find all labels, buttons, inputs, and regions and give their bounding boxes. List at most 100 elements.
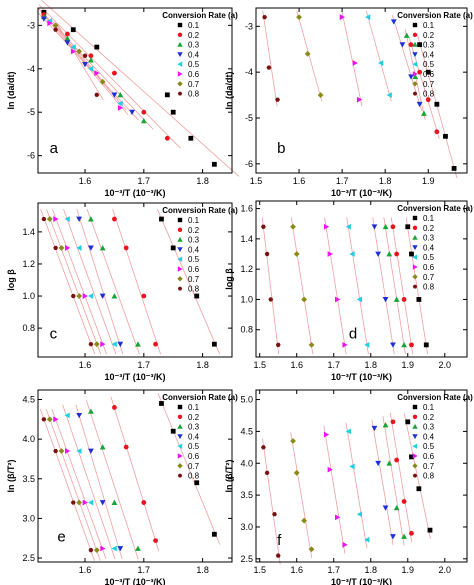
legend-label: 0.5 bbox=[188, 255, 200, 264]
fit-line-0.8 bbox=[262, 438, 281, 565]
legend-marker-0.8 bbox=[177, 91, 183, 96]
data-point-e-0.3 bbox=[135, 545, 141, 551]
data-point-d-0.4 bbox=[390, 342, 396, 348]
data-point-d-0.6 bbox=[327, 251, 333, 257]
legend-marker-0.7 bbox=[412, 463, 418, 469]
plot-frame bbox=[37, 7, 233, 174]
y-tick-label: -6 bbox=[245, 159, 253, 169]
fit-line-0.7 bbox=[290, 217, 314, 355]
legend-marker-0.4 bbox=[177, 52, 183, 58]
data-point-b-0.2 bbox=[417, 69, 423, 75]
data-point-c-0.3 bbox=[88, 216, 94, 222]
x-tick-label: 1.8 bbox=[364, 360, 377, 370]
y-tick-label: -5 bbox=[245, 113, 253, 123]
data-point-b-0.3 bbox=[412, 73, 419, 80]
data-point-a-0.6 bbox=[94, 70, 100, 77]
x-tick-label: 1.6 bbox=[293, 176, 306, 186]
fit-line-0.7 bbox=[296, 10, 323, 102]
y-tick-label: 1.0 bbox=[22, 291, 35, 301]
x-axis-label: 10⁻³/T (10⁻³/K) bbox=[104, 372, 165, 382]
data-point-f-0.3 bbox=[393, 504, 400, 511]
fit-line-0.4 bbox=[76, 208, 124, 355]
data-point-f-0.1 bbox=[427, 527, 433, 533]
y-tick-label: 1.2 bbox=[240, 264, 253, 274]
legend-label: 0.1 bbox=[423, 403, 435, 412]
legend-marker-0.6 bbox=[412, 264, 418, 270]
data-point-f-0.1 bbox=[409, 454, 414, 460]
legend-marker-0.3 bbox=[412, 41, 418, 47]
y-tick-label: 1.4 bbox=[22, 227, 35, 237]
fit-line-0.1 bbox=[157, 392, 221, 545]
data-point-f-0.5 bbox=[345, 428, 351, 435]
data-point-d-0.3 bbox=[382, 223, 389, 230]
data-point-f-0.3 bbox=[401, 533, 407, 539]
fit-line-0.7 bbox=[45, 408, 101, 561]
data-point-e-0.3 bbox=[88, 408, 94, 414]
legend-label: 0.4 bbox=[423, 432, 435, 441]
data-point-a-0.2 bbox=[112, 70, 117, 76]
data-point-f-0.1 bbox=[416, 486, 422, 492]
legend-marker-0.5 bbox=[177, 256, 183, 262]
fit-line-0.8 bbox=[57, 24, 104, 101]
x-tick-label: 2.0 bbox=[439, 360, 452, 370]
legend-marker-0.6 bbox=[412, 453, 418, 459]
y-tick-label: 4.0 bbox=[240, 458, 253, 468]
data-point-b-0.1 bbox=[451, 166, 457, 171]
legend-label: 0.2 bbox=[188, 413, 200, 422]
legend-marker-0.1 bbox=[412, 215, 418, 221]
data-point-c-0.6 bbox=[53, 216, 59, 222]
data-point-c-0.5 bbox=[76, 245, 82, 251]
data-point-d-0.3 bbox=[393, 296, 400, 302]
x-tick-label: 1.8 bbox=[196, 360, 209, 370]
data-point-f-0.4 bbox=[390, 534, 396, 540]
legend-label: 0.2 bbox=[188, 226, 200, 235]
panel-d: 1.5 1.6 1.7 1.8 1.9 2.0 0.8 1.0 1.2 1.4 1.6 10⁻³/T … bbox=[224, 200, 473, 382]
data-point-e-0.6 bbox=[100, 545, 106, 552]
data-point-d-0.8 bbox=[275, 342, 281, 347]
legend-label: 0.3 bbox=[188, 41, 200, 50]
legend-label: 0.4 bbox=[423, 243, 435, 252]
legend-marker-0.5 bbox=[177, 61, 183, 67]
y-tick-label: 4.0 bbox=[22, 434, 35, 444]
x-axis-label: 10⁻³/T (10⁻³/K) bbox=[104, 577, 165, 585]
y-tick-label: -3 bbox=[27, 20, 35, 30]
data-point-c-0.1 bbox=[194, 293, 200, 299]
fit-line-0.5 bbox=[62, 404, 116, 560]
legend-label: 0.3 bbox=[423, 234, 435, 243]
legend-label: 0.6 bbox=[188, 452, 200, 461]
data-point-f-0.2 bbox=[394, 457, 400, 463]
data-point-e-0.7 bbox=[46, 416, 53, 423]
fit-line-0.5 bbox=[365, 10, 392, 102]
data-point-f-0.8 bbox=[275, 553, 281, 558]
data-point-e-0.8 bbox=[88, 548, 94, 553]
panel-letter: f bbox=[277, 532, 282, 549]
y-tick-label: -5 bbox=[27, 107, 35, 117]
data-point-a-0.2 bbox=[88, 53, 94, 59]
legend-label: 0.4 bbox=[423, 50, 435, 59]
legend-marker-0.3 bbox=[177, 41, 183, 47]
y-tick-label: 0.8 bbox=[22, 323, 35, 333]
legend-label: 0.8 bbox=[188, 472, 200, 481]
data-point-f-0.2 bbox=[390, 419, 396, 425]
fit-line-0.8 bbox=[39, 408, 95, 561]
x-tick-label: 1.8 bbox=[364, 565, 377, 575]
fit-line-0.4 bbox=[371, 419, 394, 546]
data-point-a-0.5 bbox=[70, 44, 76, 50]
legend-marker-0.1 bbox=[412, 404, 418, 410]
x-tick-label: 1.6 bbox=[79, 565, 92, 575]
y-tick-label: -3 bbox=[245, 21, 253, 31]
legend-label: 0.2 bbox=[188, 31, 200, 40]
data-point-b-0.1 bbox=[443, 133, 448, 139]
fit-line-0.6 bbox=[323, 425, 346, 554]
data-point-b-0.6 bbox=[356, 96, 363, 103]
data-point-b-0.5 bbox=[377, 60, 384, 66]
y-tick-label: 1.6 bbox=[240, 204, 253, 214]
data-point-c-0.2 bbox=[153, 341, 158, 347]
legend-label: 0.6 bbox=[423, 70, 435, 79]
panel-letter: a bbox=[50, 140, 59, 157]
y-tick-label: 3.0 bbox=[240, 522, 253, 532]
legend-marker-0.4 bbox=[412, 245, 418, 251]
data-point-d-0.5 bbox=[345, 223, 351, 230]
data-point-d-0.3 bbox=[386, 251, 393, 257]
